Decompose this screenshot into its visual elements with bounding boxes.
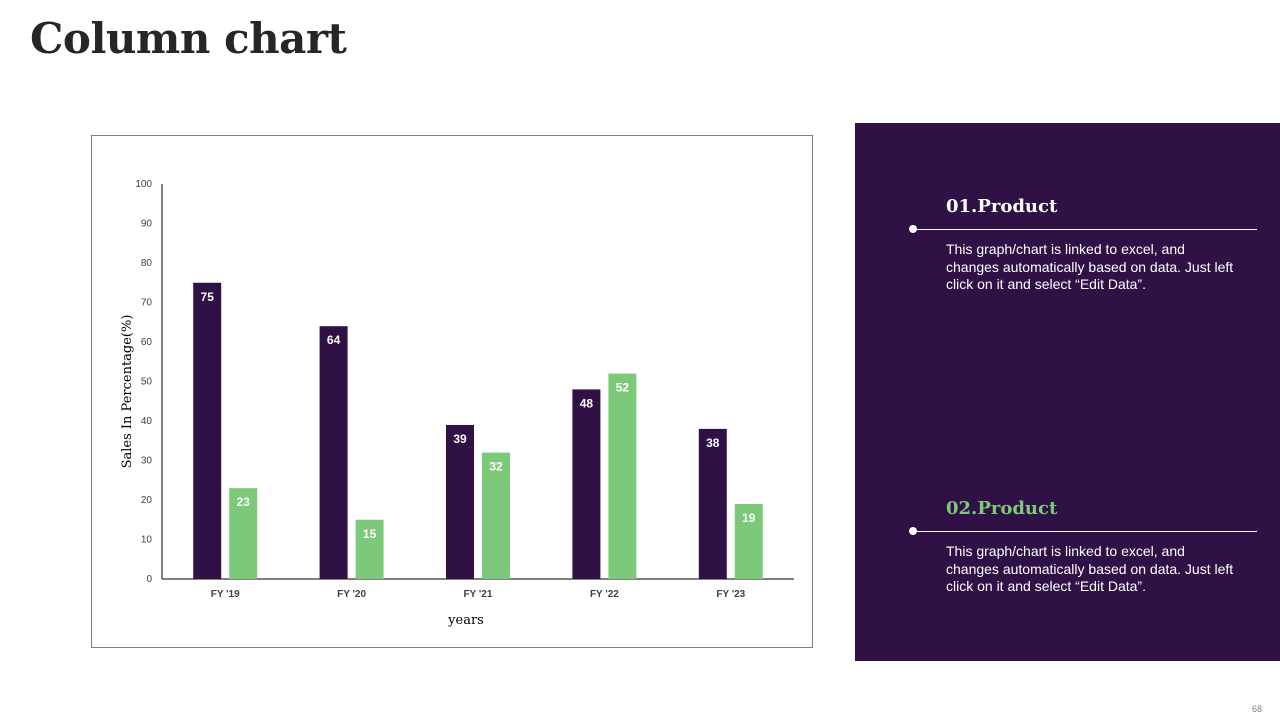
data-label: 38 bbox=[706, 436, 720, 450]
bar-series-1 bbox=[698, 428, 727, 579]
y-axis-title: Sales In Percentage(%) bbox=[120, 315, 135, 469]
x-tick-label: FY '20 bbox=[337, 589, 366, 600]
y-tick-label: 30 bbox=[141, 456, 153, 467]
x-tick-label: FY '23 bbox=[716, 589, 745, 600]
bar-series-2 bbox=[355, 519, 384, 579]
bar-series-1 bbox=[193, 282, 222, 579]
x-tick-label: FY '19 bbox=[211, 589, 240, 600]
product-1-description: This graph/chart is linked to excel, and… bbox=[946, 241, 1234, 292]
y-tick-label: 20 bbox=[141, 495, 153, 506]
data-label: 64 bbox=[327, 333, 341, 347]
data-label: 19 bbox=[742, 511, 756, 525]
column-chart: 0 10 20 30 40 50 60 70 80 90 100 75 23 FY '19 64 15 FY '… bbox=[120, 179, 794, 628]
bar-series-2 bbox=[482, 452, 510, 579]
bar-series-1 bbox=[572, 389, 601, 579]
product-2-title: 02.Product bbox=[946, 498, 1058, 519]
y-tick-label: 90 bbox=[141, 219, 153, 230]
y-tick-label: 70 bbox=[141, 298, 153, 309]
bar-series-2 bbox=[608, 373, 637, 579]
product-2-description: This graph/chart is linked to excel, and… bbox=[946, 543, 1234, 594]
page-title: Column chart bbox=[30, 14, 347, 63]
x-axis-title: years bbox=[447, 613, 484, 628]
product-1-divider bbox=[913, 229, 1257, 230]
data-label: 23 bbox=[237, 495, 251, 509]
info-panel: 01.Product This graph/chart is linked to… bbox=[855, 123, 1280, 661]
y-tick-label: 40 bbox=[141, 416, 153, 427]
y-tick-label: 60 bbox=[141, 337, 153, 348]
product-1-bullet-dot bbox=[909, 225, 917, 233]
data-label: 48 bbox=[580, 396, 594, 410]
product-1-title: 01.Product bbox=[946, 196, 1058, 217]
chart-frame: 0 10 20 30 40 50 60 70 80 90 100 75 23 FY '19 64 15 FY '… bbox=[91, 135, 813, 648]
y-tick-label: 80 bbox=[141, 258, 153, 269]
data-label: 52 bbox=[616, 381, 630, 395]
data-label: 15 bbox=[363, 527, 377, 541]
y-tick-label: 10 bbox=[141, 535, 153, 546]
product-2-bullet-dot bbox=[909, 527, 917, 535]
data-label: 75 bbox=[201, 290, 215, 304]
x-tick-label: FY '21 bbox=[464, 589, 493, 600]
bar-series-2 bbox=[229, 488, 258, 579]
x-tick-label: FY '22 bbox=[590, 589, 619, 600]
y-tick-label: 0 bbox=[146, 574, 152, 585]
data-label: 32 bbox=[489, 460, 503, 474]
bar-series-1 bbox=[446, 424, 474, 579]
y-tick-label: 50 bbox=[141, 377, 153, 388]
data-label: 39 bbox=[453, 432, 467, 446]
bar-series-1 bbox=[319, 326, 348, 579]
y-tick-label: 100 bbox=[135, 179, 152, 190]
page-number: 68 bbox=[1251, 704, 1262, 714]
bar-series-2 bbox=[734, 503, 763, 579]
product-2-divider bbox=[913, 531, 1257, 532]
